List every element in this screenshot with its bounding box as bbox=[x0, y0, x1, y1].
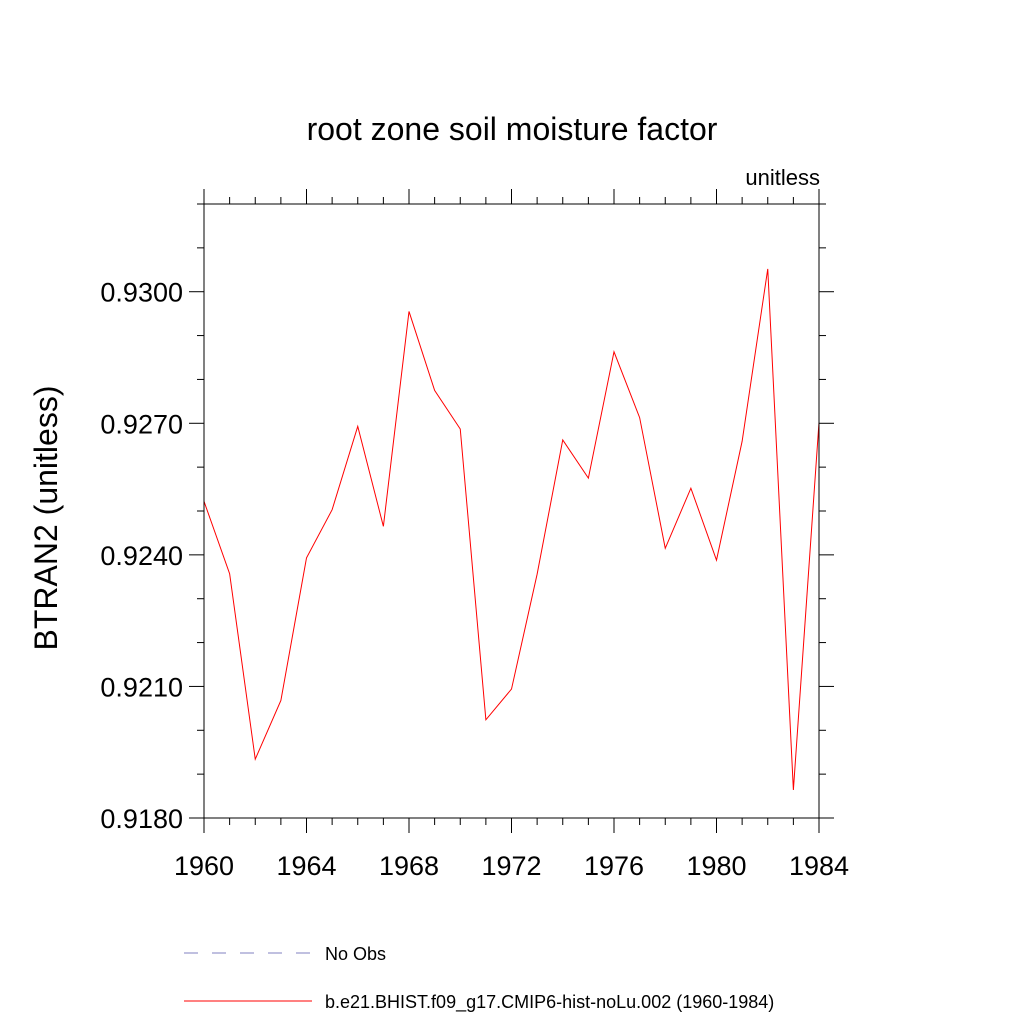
y-tick-labels: 0.9180 0.9210 0.9240 0.9270 0.9300 bbox=[100, 278, 183, 834]
legend-label-model: b.e21.BHIST.f09_g17.CMIP6-hist-noLu.002 … bbox=[325, 992, 774, 1013]
x-tick-label: 1968 bbox=[379, 851, 439, 881]
x-tick-label: 1976 bbox=[584, 851, 644, 881]
x-tick-labels: 1960 1964 1968 1972 1976 1980 1984 bbox=[174, 851, 849, 881]
x-tick-label: 1980 bbox=[686, 851, 746, 881]
x-tick-label: 1984 bbox=[789, 851, 849, 881]
chart-title: root zone soil moisture factor bbox=[307, 111, 718, 147]
x-tick-label: 1964 bbox=[276, 851, 336, 881]
axis-ticks bbox=[189, 189, 834, 833]
y-tick-label: 0.9270 bbox=[100, 409, 183, 439]
y-tick-label: 0.9300 bbox=[100, 278, 183, 308]
legend: No Obs b.e21.BHIST.f09_g17.CMIP6-hist-no… bbox=[184, 944, 774, 1013]
legend-label-no-obs: No Obs bbox=[325, 944, 386, 964]
y-axis-label: BTRAN2 (unitless) bbox=[28, 386, 64, 651]
x-tick-label: 1972 bbox=[481, 851, 541, 881]
y-tick-label: 0.9180 bbox=[100, 804, 183, 834]
y-tick-label: 0.9210 bbox=[100, 672, 183, 702]
series-lines bbox=[203, 268, 820, 790]
y-tick-label: 0.9240 bbox=[100, 541, 183, 571]
x-tick-label: 1960 bbox=[174, 851, 234, 881]
series-line-1 bbox=[203, 268, 820, 790]
units-label: unitless bbox=[745, 165, 820, 190]
